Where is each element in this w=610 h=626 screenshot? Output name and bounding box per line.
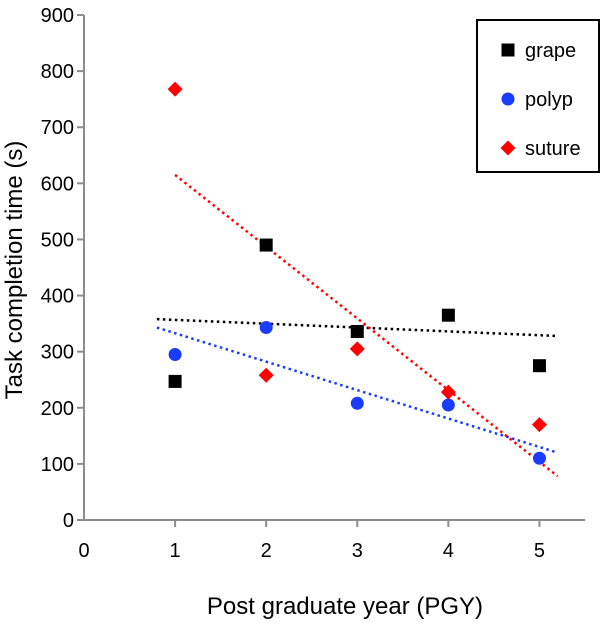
y-tick-label: 300 bbox=[41, 342, 74, 364]
polyp-point bbox=[259, 321, 273, 335]
polyp-point bbox=[350, 396, 364, 410]
polyp-trendline bbox=[156, 326, 559, 454]
legend-box bbox=[476, 19, 600, 173]
legend-polyp-label: polyp bbox=[525, 89, 573, 111]
grape-point bbox=[259, 238, 273, 252]
x-axis-title: Post graduate year (PGY) bbox=[207, 593, 483, 620]
suture-point bbox=[440, 384, 456, 400]
grape-trendline bbox=[156, 317, 558, 338]
y-tick-label: 100 bbox=[41, 454, 74, 476]
y-tick-label: 600 bbox=[41, 173, 74, 195]
y-tick-label: 900 bbox=[41, 5, 74, 27]
suture-trendline bbox=[174, 173, 559, 478]
legend-grape-label: grape bbox=[525, 40, 576, 62]
x-tick-label: 3 bbox=[352, 540, 363, 562]
suture-point bbox=[349, 341, 365, 357]
polyp-point bbox=[168, 347, 182, 361]
y-tick-label: 400 bbox=[41, 286, 74, 308]
y-tick-label: 200 bbox=[41, 398, 74, 420]
x-tick-label: 5 bbox=[534, 540, 545, 562]
x-tick-label: 0 bbox=[78, 540, 89, 562]
plot-area: 0 100 200 300 400 500 600 700 800 900 0 1 2 3 4 5 grape p… bbox=[41, 5, 600, 562]
grape-point bbox=[350, 324, 364, 338]
y-tick-label: 800 bbox=[41, 61, 74, 83]
grape-point bbox=[532, 359, 546, 373]
x-tick-label: 1 bbox=[170, 540, 181, 562]
grape-point bbox=[168, 374, 182, 388]
x-tick-label: 4 bbox=[443, 540, 454, 562]
polyp-point bbox=[532, 451, 546, 465]
legend-suture-label: suture bbox=[525, 138, 581, 160]
y-tick-label: 500 bbox=[41, 229, 74, 251]
y-tick-label: 0 bbox=[63, 510, 74, 532]
polyp-point bbox=[441, 398, 455, 412]
y-axis-title: Task completion time (s) bbox=[1, 141, 28, 400]
suture-point bbox=[531, 417, 547, 433]
y-tick-label: 700 bbox=[41, 117, 74, 139]
suture-point bbox=[167, 81, 183, 97]
suture-point bbox=[258, 367, 274, 383]
legend-suture-marker bbox=[500, 140, 516, 156]
x-tick-label: 2 bbox=[261, 540, 272, 562]
legend-grape-marker bbox=[501, 43, 515, 57]
legend-polyp-marker bbox=[501, 92, 515, 106]
grape-point bbox=[441, 308, 455, 322]
